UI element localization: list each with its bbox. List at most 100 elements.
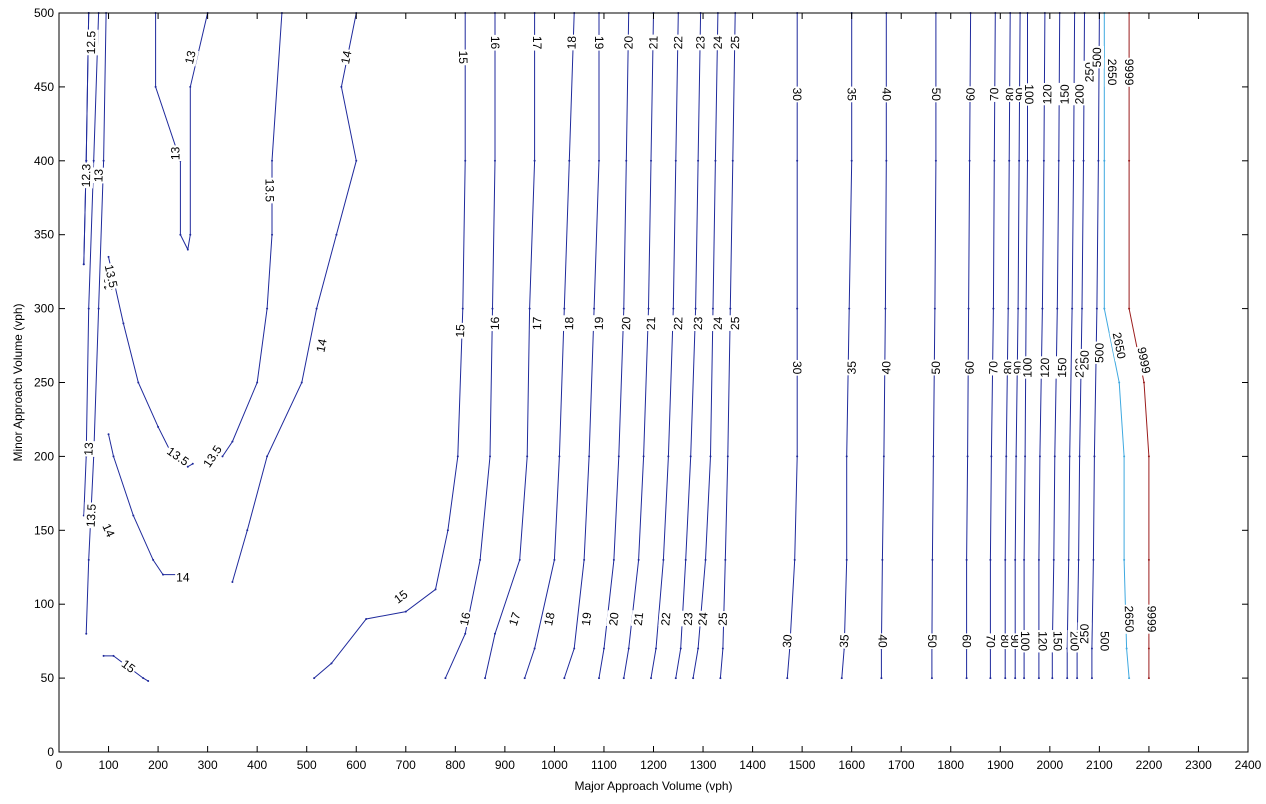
contour-point <box>189 233 192 236</box>
contour-point <box>1103 159 1106 162</box>
contour-label: 70 <box>986 361 1000 375</box>
contour-point <box>266 455 269 458</box>
y-tick-label: 150 <box>34 523 54 537</box>
contour-label: 2650 <box>1110 331 1129 360</box>
contour-point <box>122 322 125 325</box>
contour-point <box>721 647 724 650</box>
contour-point <box>404 610 407 613</box>
x-tick-label: 1600 <box>838 758 865 772</box>
contour-label-background <box>693 34 708 51</box>
contour-label-background <box>1109 330 1129 362</box>
contour-label-background <box>695 610 711 628</box>
contour-labels: 12.512.31313131313.513.513.513.513.513.5… <box>78 29 1159 677</box>
contour-line-14 <box>231 12 357 583</box>
contour-label-background <box>118 656 139 677</box>
contour-point <box>932 455 935 458</box>
contour-label: 23 <box>693 36 707 50</box>
contour-line-40 <box>880 13 887 679</box>
contour-point <box>137 381 140 384</box>
x-tick-label: 1100 <box>591 758 617 772</box>
contour-label-background <box>1077 348 1092 372</box>
axis-ticks: 0 100 200 300 400 500 600 700 800 900 1000 1100 1200… <box>34 6 1262 772</box>
contour-label: 23 <box>691 316 705 330</box>
contour-label-background <box>987 86 1002 102</box>
contour-point <box>493 632 496 635</box>
contour-point <box>142 677 145 680</box>
contour-label: 13 <box>182 49 199 66</box>
contour-point <box>1023 677 1026 680</box>
contour-label: 70 <box>983 634 997 648</box>
contour-label: 30 <box>790 88 804 102</box>
contour-point <box>340 85 343 88</box>
contour-label-background <box>619 315 634 332</box>
contour-point <box>491 307 494 310</box>
contour-point <box>1092 558 1095 561</box>
contour-label-background <box>606 610 622 628</box>
contour-label: 18 <box>541 611 558 627</box>
x-tick-label: 1800 <box>937 758 964 772</box>
contour-point <box>845 558 848 561</box>
contour-point <box>1068 455 1071 458</box>
contour-point <box>993 159 996 162</box>
contour-label: 18 <box>565 35 579 49</box>
contour-label: 2650 <box>1122 605 1137 632</box>
contour-label: 15 <box>456 51 470 65</box>
contour-point <box>1053 455 1056 458</box>
contour-label: 24 <box>711 316 725 330</box>
contour-point <box>1071 307 1074 310</box>
contour-line-13 <box>83 12 100 516</box>
x-tick-label: 2300 <box>1185 758 1212 772</box>
contour-point <box>593 307 596 310</box>
contour-label-background <box>879 359 894 376</box>
contour-point <box>191 462 194 465</box>
contour-lines <box>82 12 1150 683</box>
contour-point <box>456 455 459 458</box>
contour-point <box>796 307 799 310</box>
contour-label-background <box>1022 83 1037 106</box>
contour-point <box>533 647 536 650</box>
contour-label: 500 <box>1092 342 1106 363</box>
x-tick-label: 600 <box>346 758 366 772</box>
contour-point <box>667 455 670 458</box>
contour-label: 17 <box>506 610 524 627</box>
contour-line-80 <box>1004 12 1011 679</box>
contour-line-21 <box>623 12 654 679</box>
contour-point <box>300 381 303 384</box>
contour-point <box>484 677 487 680</box>
contour-point <box>726 455 729 458</box>
contour-line-13.5 <box>85 12 107 634</box>
contour-point <box>719 677 722 680</box>
x-tick-label: 900 <box>495 758 515 772</box>
contour-point <box>147 680 150 683</box>
contour-point <box>882 455 885 458</box>
contour-label: 21 <box>644 316 658 330</box>
contour-line-35 <box>841 13 853 679</box>
contour-point <box>968 159 971 162</box>
contour-label-background <box>836 632 852 650</box>
contour-point <box>714 159 717 162</box>
contour-point <box>1014 558 1017 561</box>
contour-label: 9999 <box>1134 346 1153 375</box>
contour-point <box>1015 455 1018 458</box>
x-tick-label: 300 <box>198 758 218 772</box>
contour-label-background <box>1121 604 1137 634</box>
contour-point <box>1051 677 1054 680</box>
contour-label-background <box>199 441 226 471</box>
contour-point <box>662 558 665 561</box>
contour-label: 250 <box>1077 623 1091 644</box>
y-tick-label: 50 <box>41 671 55 685</box>
contour-point <box>1072 159 1075 162</box>
contour-label-background <box>101 262 121 291</box>
contour-label: 30 <box>790 361 804 375</box>
contour-label-background <box>1089 45 1105 69</box>
x-tick-label: 700 <box>396 758 416 772</box>
contour-point <box>1037 677 1040 680</box>
contour-point <box>563 677 566 680</box>
contour-label: 13.5 <box>263 179 277 203</box>
contour-point <box>1125 647 1128 650</box>
contour-point <box>881 558 884 561</box>
contour-label: 25 <box>716 612 730 626</box>
contour-label: 9999 <box>1122 59 1136 86</box>
contour-label-background <box>78 162 94 189</box>
contour-point <box>880 677 883 680</box>
